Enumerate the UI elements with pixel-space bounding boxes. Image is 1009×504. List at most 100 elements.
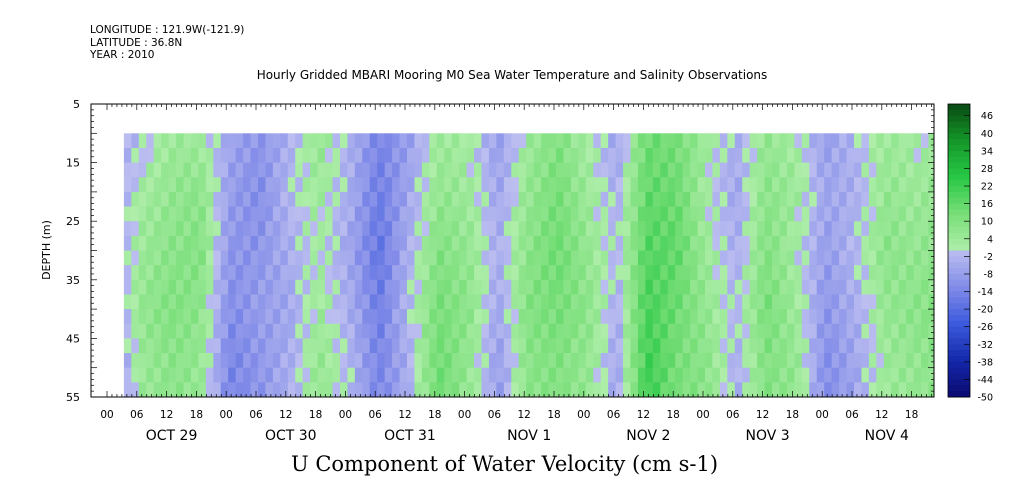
heatmap-cell	[526, 191, 535, 208]
heatmap-cell	[794, 309, 803, 325]
heatmap-cell	[377, 147, 386, 164]
heatmap-cell	[913, 382, 922, 397]
heatmap-cell	[474, 309, 483, 325]
heatmap-cell	[734, 250, 743, 266]
heatmap-cell	[317, 294, 326, 310]
heatmap-cell	[906, 294, 915, 310]
heatmap-cell	[764, 353, 773, 369]
heatmap-cell	[235, 353, 244, 369]
colorbar-swatch	[948, 244, 970, 251]
heatmap-cell	[153, 206, 162, 222]
heatmap-cell	[697, 294, 706, 310]
heatmap-cell	[161, 338, 170, 354]
heatmap-cell	[704, 147, 714, 164]
heatmap-cell	[541, 323, 550, 339]
heatmap-cell	[399, 206, 408, 222]
heatmap-cell	[205, 382, 214, 397]
heatmap-cell	[228, 162, 237, 178]
heatmap-cell	[600, 353, 609, 369]
heatmap-cell	[339, 177, 348, 193]
heatmap-cell	[362, 367, 371, 383]
heatmap-cell	[474, 265, 483, 281]
heatmap-cell	[742, 294, 751, 310]
heatmap-cell	[623, 191, 632, 208]
heatmap-cell	[883, 353, 892, 369]
heatmap-cell	[697, 191, 706, 208]
heatmap-cell	[131, 191, 140, 208]
colorbar-swatch	[948, 285, 970, 293]
heatmap-cell	[615, 177, 624, 193]
heatmap-cell	[600, 338, 609, 354]
colorbar-swatch	[948, 209, 970, 216]
heatmap-cell	[466, 279, 475, 296]
heatmap-cell	[377, 353, 386, 369]
heatmap-cell	[645, 294, 654, 310]
heatmap-cell	[600, 191, 609, 208]
heatmap-cell	[578, 206, 587, 222]
heatmap-cell	[243, 338, 252, 354]
heatmap-cell	[220, 133, 229, 149]
heatmap-cell	[511, 147, 520, 164]
heatmap-cell	[563, 147, 572, 164]
heatmap-cell	[354, 177, 363, 193]
heatmap-cell	[816, 250, 825, 266]
heatmap-cell	[161, 177, 170, 193]
heatmap-cell	[555, 250, 565, 266]
heatmap-cell	[265, 323, 274, 339]
heatmap-cell	[801, 265, 810, 281]
heatmap-cell	[831, 221, 840, 237]
heatmap-cell	[608, 265, 617, 281]
heatmap-cell	[526, 235, 535, 252]
heatmap-cell	[325, 177, 334, 193]
heatmap-cell	[719, 294, 728, 310]
heatmap-cell	[220, 206, 229, 222]
heatmap-cell	[459, 353, 468, 369]
heatmap-cell	[131, 294, 140, 310]
heatmap-cell	[615, 250, 624, 266]
x-hour-tick-label: 18	[905, 409, 918, 421]
heatmap-cell	[794, 235, 803, 252]
heatmap-cell	[913, 250, 922, 266]
heatmap-cell	[138, 133, 147, 149]
heatmap-cell	[466, 265, 475, 281]
heatmap-cell	[667, 353, 676, 369]
heatmap-cell	[660, 235, 669, 252]
heatmap-cell	[697, 221, 706, 237]
heatmap-cell	[168, 265, 177, 281]
heatmap-cell	[436, 309, 445, 325]
heatmap-cell	[280, 323, 289, 339]
heatmap-cell	[690, 309, 699, 325]
heatmap-cell	[734, 323, 743, 339]
heatmap-cell	[235, 279, 244, 296]
colorbar-swatch	[948, 221, 970, 228]
heatmap-cell	[362, 162, 371, 178]
heatmap-cell	[377, 265, 386, 281]
heatmap-cell	[325, 309, 334, 325]
heatmap-cell	[257, 338, 267, 354]
heatmap-cell	[213, 221, 222, 237]
heatmap-cell	[183, 279, 192, 296]
heatmap-cell	[801, 323, 810, 339]
heatmap-cell	[213, 367, 222, 383]
heatmap-cell	[839, 162, 848, 178]
heatmap-cell	[600, 177, 609, 193]
heatmap-cell	[891, 367, 900, 383]
heatmap-cell	[488, 235, 497, 252]
heatmap-cell	[526, 162, 535, 178]
heatmap-cell	[876, 250, 885, 266]
heatmap-cell	[161, 323, 170, 339]
heatmap-cell	[831, 323, 840, 339]
heatmap-cell	[198, 353, 207, 369]
heatmap-cell	[429, 309, 438, 325]
heatmap-cell	[272, 353, 281, 369]
heatmap-cell	[660, 206, 669, 222]
heatmap-cell	[608, 147, 617, 164]
heatmap-cell	[198, 338, 207, 354]
heatmap-cell	[772, 353, 781, 369]
heatmap-cell	[816, 221, 825, 237]
heatmap-cell	[325, 353, 334, 369]
heatmap-cell	[772, 191, 781, 208]
heatmap-cell	[883, 133, 892, 149]
heatmap-cell	[243, 147, 252, 164]
heatmap-cell	[660, 265, 669, 281]
